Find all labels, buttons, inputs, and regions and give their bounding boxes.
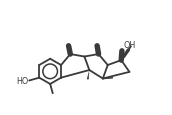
Text: HO: HO [16, 76, 28, 85]
Text: OH: OH [123, 41, 136, 50]
